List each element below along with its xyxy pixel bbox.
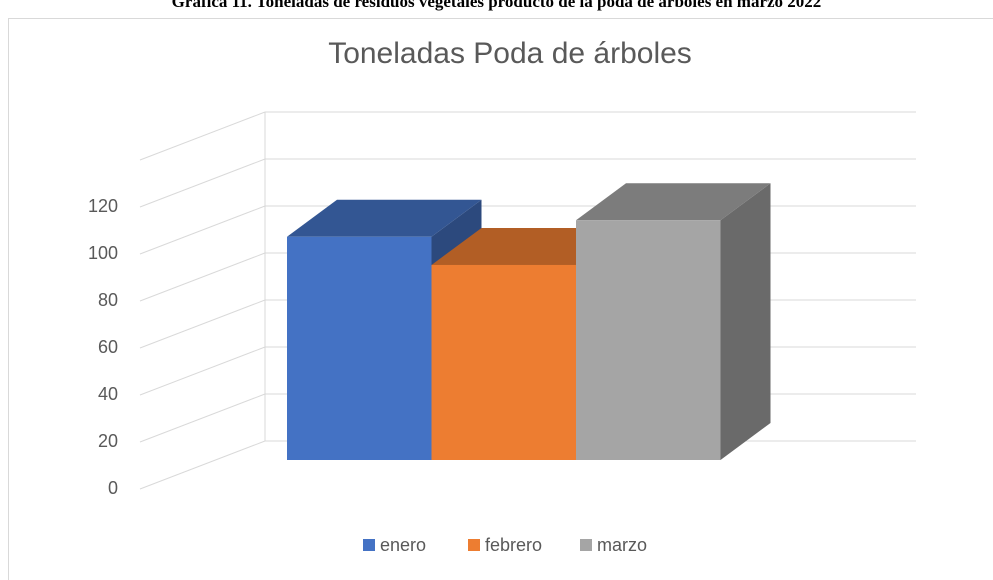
legend-swatch xyxy=(468,539,480,551)
legend-label: marzo xyxy=(597,535,647,555)
y-tick-label: 0 xyxy=(108,478,118,498)
y-tick-label: 40 xyxy=(98,384,118,404)
grid-line xyxy=(139,111,266,161)
y-tick-label: 60 xyxy=(98,337,118,357)
caption: Gráfica 11. Toneladas de residuos vegeta… xyxy=(171,0,822,11)
grid-line xyxy=(139,205,266,255)
grid-line xyxy=(139,393,266,443)
y-tick-label: 20 xyxy=(98,431,118,451)
grid-line xyxy=(139,158,266,208)
legend-label: febrero xyxy=(485,535,542,555)
grid-line xyxy=(139,299,266,349)
legend-swatch xyxy=(363,539,375,551)
legend-label: enero xyxy=(380,535,426,555)
y-tick-label: 120 xyxy=(88,196,118,216)
bar xyxy=(431,264,576,460)
bar xyxy=(576,220,721,460)
bar-top xyxy=(576,183,771,221)
grid-line xyxy=(139,252,266,302)
y-tick-label: 100 xyxy=(88,243,118,263)
chart-title: Toneladas Poda de árboles xyxy=(328,37,692,70)
legend-swatch xyxy=(580,539,592,551)
grid-line xyxy=(139,346,266,396)
bar-side xyxy=(720,183,771,461)
bar xyxy=(287,236,432,460)
bar-top xyxy=(287,199,482,237)
y-tick-label: 80 xyxy=(98,290,118,310)
grid-line xyxy=(139,440,266,490)
